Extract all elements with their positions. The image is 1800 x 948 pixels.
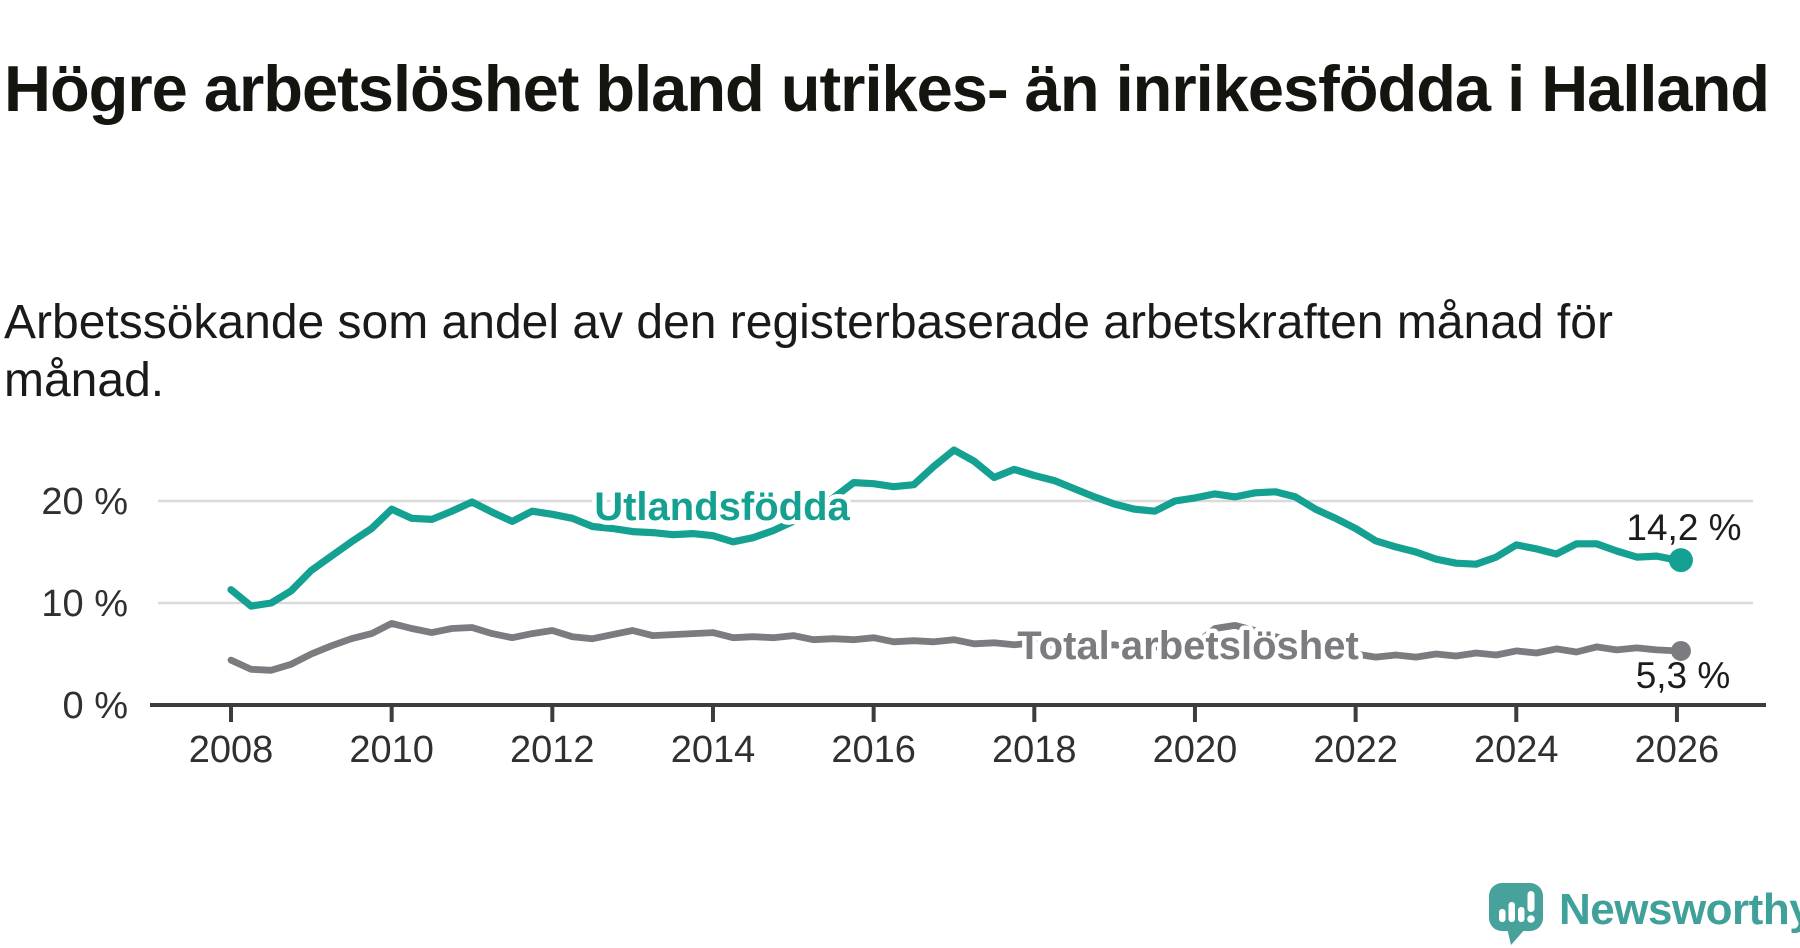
x-axis-tick-label: 2010: [349, 729, 434, 771]
series-line-utlandsfodda: [227, 446, 1681, 610]
series-line-total: [227, 620, 1681, 674]
x-axis-tick-label: 2018: [992, 729, 1077, 771]
y-axis-tick-label: 0 %: [63, 685, 128, 727]
x-axis-tick-label: 2026: [1635, 729, 1720, 771]
bar-chart-exclamation-speech-bubble-icon: [1489, 883, 1543, 945]
page-title: Högre arbetslöshet bland utrikes- än inr…: [4, 51, 1770, 125]
series-end-value-label: 5,3 %: [1636, 655, 1731, 696]
x-axis-tick-label: 2016: [831, 729, 916, 771]
logo-text: Newsworthy: [1559, 885, 1800, 934]
x-axis-tick-label: 2020: [1153, 729, 1238, 771]
y-axis-tick-label: 20 %: [41, 481, 128, 523]
x-axis-tick-label: 2022: [1313, 729, 1398, 771]
x-axis-tick-label: 2012: [510, 729, 595, 771]
newsworthy-logo: Newsworthy: [1488, 882, 1800, 946]
series-label: Utlandsfödda: [594, 485, 850, 529]
x-axis-tick-label: 2008: [189, 729, 274, 771]
y-axis-tick-label: 10 %: [41, 583, 128, 625]
x-axis-tick-label: 2024: [1474, 729, 1559, 771]
series-end-dot: [1670, 640, 1691, 661]
x-axis-tick-label: 2014: [671, 729, 756, 771]
chart-subtitle: Arbetssökande som andel av den registerb…: [4, 296, 1613, 407]
series-label: Total arbetslöshet: [1017, 624, 1359, 668]
series-end-value-label: 14,2 %: [1626, 507, 1741, 548]
series-end-dot: [1668, 548, 1693, 573]
